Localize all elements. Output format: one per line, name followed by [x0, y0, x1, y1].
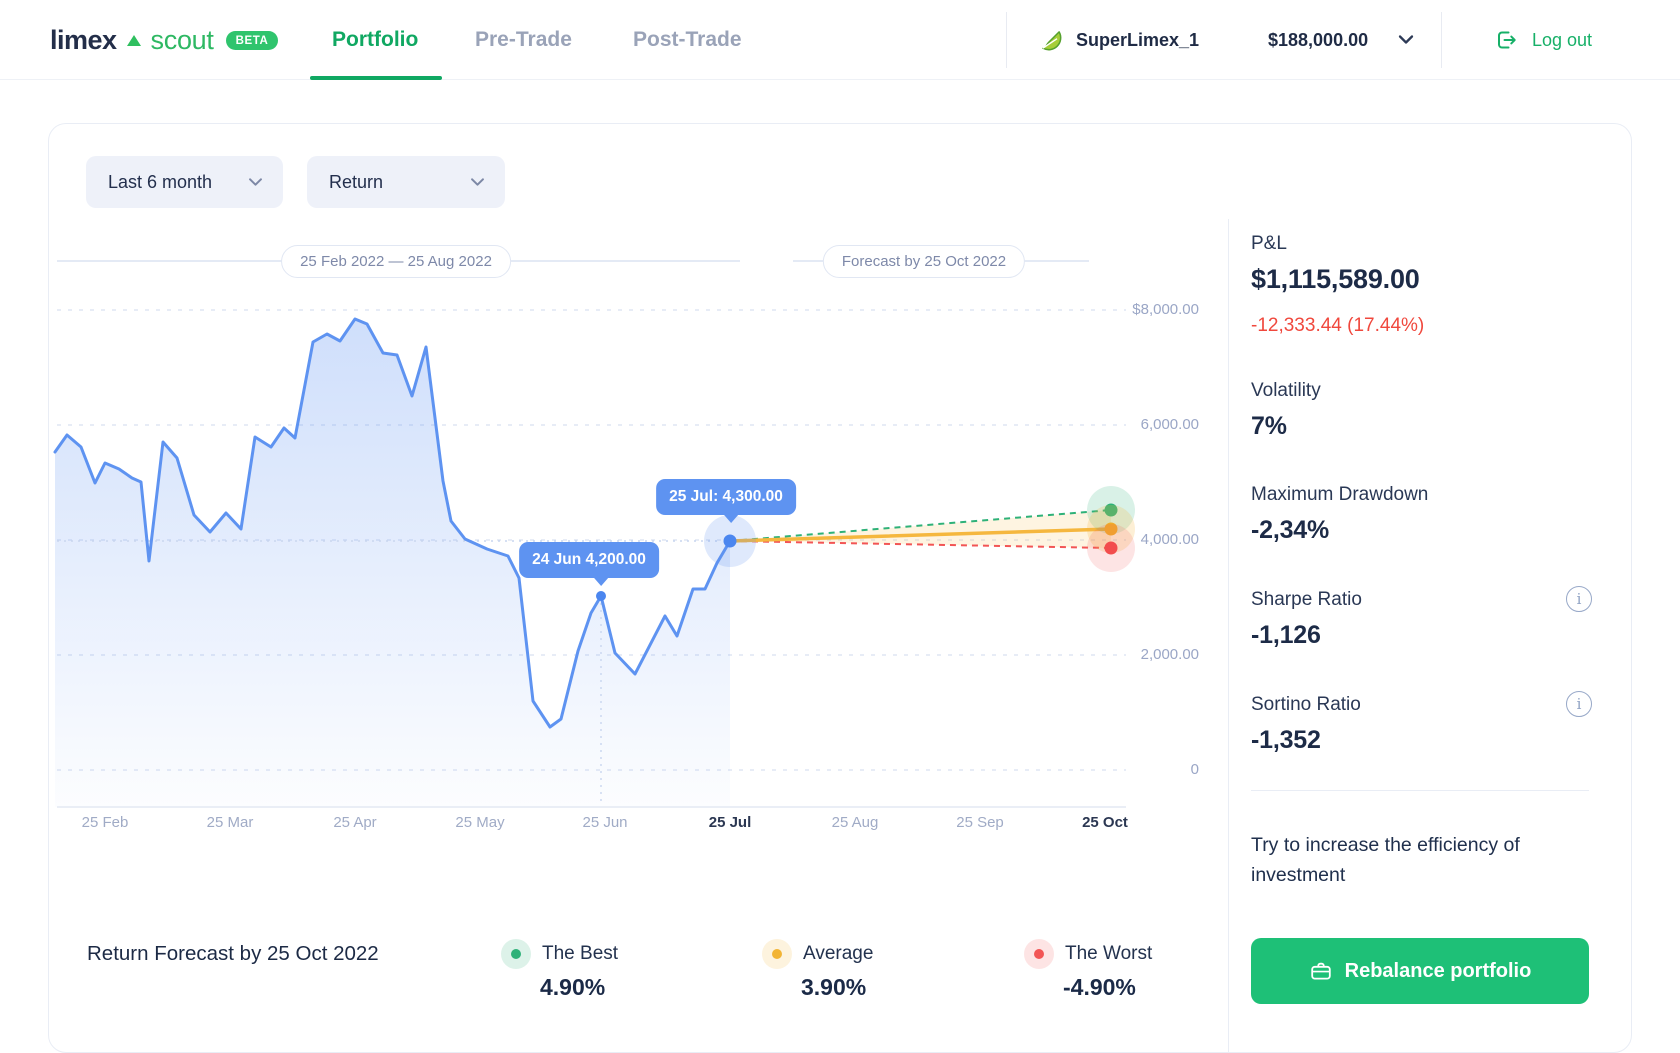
y-tick-3: 2,000.00	[1140, 646, 1199, 663]
forecast-range-pill: Forecast by 25 Oct 2022	[822, 245, 1026, 278]
pnl-value: $1,115,589.00	[1251, 264, 1420, 294]
beta-badge: BETA	[225, 30, 279, 50]
y-tick-4: 0	[1190, 761, 1199, 778]
tab-pre-trade[interactable]: Pre-Trade	[475, 28, 572, 51]
max-drawdown-label: Maximum Drawdown	[1251, 484, 1429, 505]
chevron-down-icon	[249, 178, 262, 186]
sortino-ratio-label: Sortino Ratio	[1251, 694, 1361, 715]
chart-area: 25 Feb 2022 — 25 Aug 2022 Forecast by 25…	[49, 124, 1631, 1052]
volatility-value: 7%	[1251, 412, 1287, 440]
sharpe-ratio-label: Sharpe Ratio	[1251, 589, 1362, 610]
y-tick-1: 6,000.00	[1140, 416, 1199, 433]
metric-dropdown-value: Return	[329, 171, 384, 192]
app-logo: limex scout BETA	[50, 0, 279, 80]
tab-portfolio[interactable]: Portfolio	[332, 28, 419, 51]
active-tab-underline	[310, 76, 442, 80]
sharpe-info-icon[interactable]: i	[1566, 586, 1592, 612]
sortino-info-icon[interactable]: i	[1566, 691, 1592, 717]
x-tick-25-feb: 25 Feb	[81, 814, 129, 831]
average-label: Average	[803, 943, 874, 964]
rebalance-portfolio-button[interactable]: Rebalance portfolio	[1251, 938, 1589, 1004]
x-tick-25-jul: 25 Jul	[708, 814, 752, 831]
worst-label: The Worst	[1065, 943, 1153, 964]
best-value: 4.90%	[540, 974, 606, 1000]
sharpe-ratio-value: -1,126	[1251, 621, 1321, 649]
portfolio-card: Last 6 month Return 25 Feb 2022 — 25 Aug…	[48, 123, 1632, 1053]
rebalance-button-label: Rebalance portfolio	[1344, 959, 1532, 982]
chevron-down-icon[interactable]	[1398, 34, 1414, 45]
sortino-ratio-value: -1,352	[1251, 726, 1321, 754]
worst-dot-icon	[1034, 949, 1044, 959]
logout-button[interactable]: Log out	[1532, 30, 1593, 50]
logo-scout-text: scout	[150, 24, 214, 55]
y-tick-2: 4,000.00	[1140, 531, 1199, 548]
logo-limex-text: limex	[50, 24, 117, 55]
efficiency-hint: Try to increase the efficiency of invest…	[1251, 834, 1520, 886]
x-tick-25-jun: 25 Jun	[582, 814, 628, 831]
x-tick-25-aug: 25 Aug	[831, 814, 879, 831]
pnl-label: P&L	[1251, 233, 1287, 254]
average-dot-icon	[772, 949, 782, 959]
x-tick-25-apr: 25 Apr	[333, 814, 377, 831]
portfolio-line-chart[interactable]	[49, 124, 1633, 1009]
account-balance[interactable]: $188,000.00	[1268, 30, 1369, 50]
forecast-legend-title: Return Forecast by 25 Oct 2022	[87, 942, 379, 965]
logo-triangle-icon	[126, 34, 141, 46]
briefcase-icon	[1310, 962, 1331, 980]
app-header: limex scout BETA Portfolio Pre-Trade Pos…	[0, 0, 1680, 80]
tooltip-25-jul: 25 Jul: 4,300.00	[656, 479, 796, 523]
volatility-label: Volatility	[1251, 380, 1321, 401]
y-tick-0: $8,000.00	[1132, 301, 1199, 318]
tab-post-trade[interactable]: Post-Trade	[633, 28, 742, 51]
account-name[interactable]: SuperLimex_1	[1076, 30, 1200, 50]
x-tick-25-oct: 25 Oct	[1082, 814, 1128, 831]
sidebar-divider	[1228, 219, 1229, 1052]
history-range-pill: 25 Feb 2022 — 25 Aug 2022	[281, 245, 511, 278]
period-dropdown[interactable]: Last 6 month	[86, 156, 283, 208]
logout-icon[interactable]	[1494, 28, 1518, 52]
pnl-change: -12,333.44 (17.44%)	[1251, 315, 1425, 336]
best-dot-icon	[511, 949, 521, 959]
header-divider	[1006, 12, 1007, 68]
x-tick-25-sep: 25 Sep	[956, 814, 1004, 831]
x-tick-25-may: 25 May	[455, 814, 505, 831]
sidebar-rule	[1251, 790, 1589, 791]
tooltip-24-jun: 24 Jun 4,200.00	[519, 542, 659, 586]
header-divider	[1441, 12, 1442, 68]
lime-account-icon	[1042, 31, 1062, 51]
best-label: The Best	[542, 943, 619, 964]
x-tick-25-mar: 25 Mar	[206, 814, 254, 831]
worst-value: -4.90%	[1063, 974, 1136, 1000]
chevron-down-icon	[471, 178, 484, 186]
max-drawdown-value: -2,34%	[1251, 516, 1330, 544]
average-value: 3.90%	[801, 974, 867, 1000]
metric-dropdown[interactable]: Return	[307, 156, 505, 208]
period-dropdown-value: Last 6 month	[108, 171, 213, 192]
